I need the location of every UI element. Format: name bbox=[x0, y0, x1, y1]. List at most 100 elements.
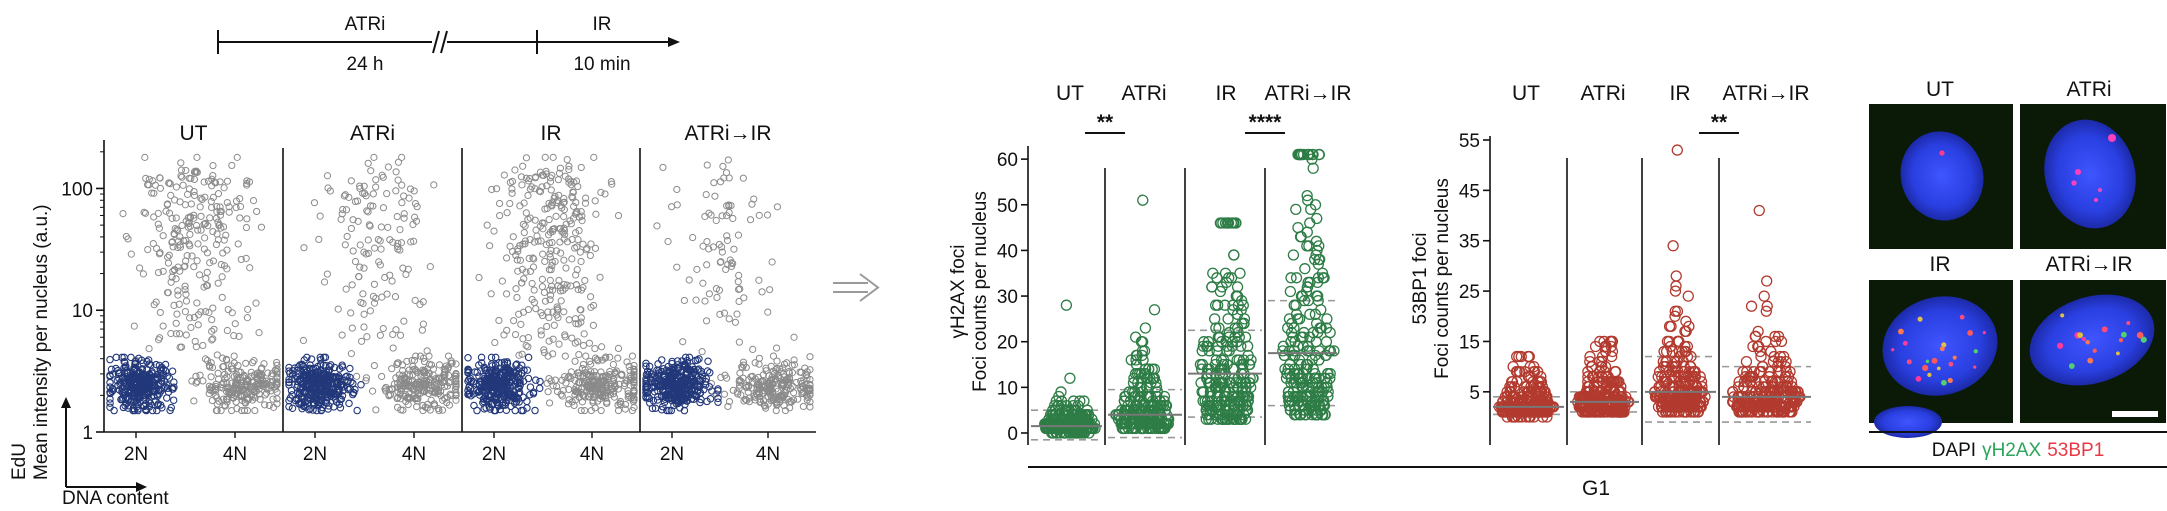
edu-point-s bbox=[593, 355, 601, 364]
edu-point-s bbox=[400, 317, 408, 325]
foci-point bbox=[1670, 270, 1682, 282]
edu-point-s bbox=[190, 191, 199, 200]
edu-point-s bbox=[148, 189, 156, 197]
edu-point-g2 bbox=[755, 383, 763, 391]
edu-point-s bbox=[728, 259, 736, 267]
edu-point-s bbox=[163, 289, 172, 297]
edu-point-s bbox=[181, 282, 189, 290]
edu-point-g1 bbox=[357, 380, 365, 389]
foci-point bbox=[1137, 194, 1149, 206]
edu-point-s bbox=[711, 192, 719, 200]
edu-point-s bbox=[500, 331, 508, 339]
edu-point-s bbox=[182, 297, 191, 305]
edu-point-g2 bbox=[589, 398, 597, 407]
edu-point-s bbox=[167, 329, 175, 338]
edu-point-s bbox=[357, 337, 366, 345]
edu-point-s bbox=[710, 179, 718, 187]
edu-point-s bbox=[536, 168, 545, 176]
edu-point-s bbox=[347, 350, 355, 358]
edu-point-g2 bbox=[230, 352, 238, 360]
edu-point-s bbox=[194, 321, 202, 329]
edu-point-g2 bbox=[781, 389, 789, 397]
edu-point-s bbox=[212, 240, 221, 249]
foci-point bbox=[1740, 355, 1753, 368]
edu-point-s bbox=[758, 288, 766, 296]
edu-point-s bbox=[680, 296, 688, 305]
edu-point-s bbox=[526, 214, 534, 222]
edu-point-s bbox=[526, 235, 534, 244]
edu-point-s bbox=[521, 222, 529, 230]
edu-point-s bbox=[560, 256, 568, 264]
edu-point-g2 bbox=[228, 390, 236, 399]
edu-point-g1 bbox=[154, 387, 163, 395]
edu-point-s bbox=[243, 215, 251, 223]
edu-point-s bbox=[699, 242, 707, 250]
edu-point-g2 bbox=[780, 401, 788, 410]
edu-point-s bbox=[315, 235, 323, 244]
edu-point-s bbox=[197, 308, 205, 316]
edu-point-s bbox=[220, 236, 228, 244]
edu-point-g2 bbox=[630, 386, 638, 394]
edu-point-g2 bbox=[602, 372, 610, 380]
edu-point-g1 bbox=[156, 366, 165, 375]
edu-point-s bbox=[522, 209, 530, 217]
edu-point-s bbox=[509, 317, 518, 325]
edu-point-s bbox=[369, 292, 378, 300]
edu-point-s bbox=[701, 297, 709, 305]
edu-point-g1 bbox=[291, 374, 299, 383]
edu-x-tick-4n: 4N bbox=[756, 444, 780, 465]
edu-point-s bbox=[502, 290, 511, 298]
edu-point-s bbox=[739, 174, 747, 182]
edu-point-s bbox=[542, 241, 550, 249]
foci-point bbox=[1609, 366, 1621, 378]
edu-point-s bbox=[174, 227, 182, 235]
edu-point-s bbox=[581, 276, 589, 285]
edu-point-s bbox=[557, 249, 565, 257]
edu-point-g2 bbox=[557, 390, 565, 398]
edu-point-g2 bbox=[398, 361, 407, 369]
edu-point-s bbox=[177, 159, 185, 167]
edu-point-g1 bbox=[134, 395, 142, 404]
edu-point-g2 bbox=[228, 365, 237, 373]
edu-point-s bbox=[371, 244, 379, 252]
edu-point-s bbox=[372, 294, 380, 302]
edu-point-s bbox=[548, 261, 556, 270]
edu-point-g2 bbox=[408, 356, 416, 365]
edu-point-s bbox=[300, 244, 308, 252]
edu-point-s bbox=[561, 333, 569, 341]
edu-point-s bbox=[154, 268, 163, 277]
edu-point-s bbox=[174, 291, 182, 299]
edu-point-s bbox=[575, 227, 583, 235]
edu-point-s bbox=[397, 239, 406, 247]
edu-point-s bbox=[730, 245, 738, 253]
edu-point-s bbox=[119, 209, 127, 218]
foci-y-tick-label: 60 bbox=[997, 150, 1018, 171]
edu-point-s bbox=[405, 194, 413, 202]
edu-point-s bbox=[233, 153, 241, 161]
edu-point-s bbox=[592, 210, 600, 218]
edu-point-s bbox=[574, 285, 582, 294]
edu-point-s bbox=[207, 197, 215, 206]
edu-point-g2 bbox=[573, 387, 581, 396]
edu-point-g2 bbox=[778, 381, 786, 389]
edu-point-s bbox=[565, 165, 573, 174]
edu-point-s bbox=[719, 162, 727, 170]
edu-point-g1 bbox=[153, 401, 162, 410]
edu-point-s bbox=[419, 320, 428, 328]
edu-point-s bbox=[232, 203, 240, 212]
edu-point-g2 bbox=[571, 357, 579, 365]
edu-point-s bbox=[172, 330, 180, 338]
edu-point-s bbox=[214, 190, 223, 198]
edu-point-g2 bbox=[587, 360, 595, 368]
foci-y-tick-label: 30 bbox=[997, 287, 1018, 308]
significance-label: **** bbox=[1249, 111, 1283, 134]
edu-point-s bbox=[518, 279, 526, 287]
edu-point-g2 bbox=[362, 374, 370, 382]
edu-point-s bbox=[537, 327, 545, 335]
edu-point-g2 bbox=[627, 394, 635, 402]
edu-point-s bbox=[394, 176, 402, 184]
edu-point-g1 bbox=[344, 385, 353, 394]
edu-point-s bbox=[541, 257, 549, 266]
edu-point-g2 bbox=[452, 377, 460, 386]
